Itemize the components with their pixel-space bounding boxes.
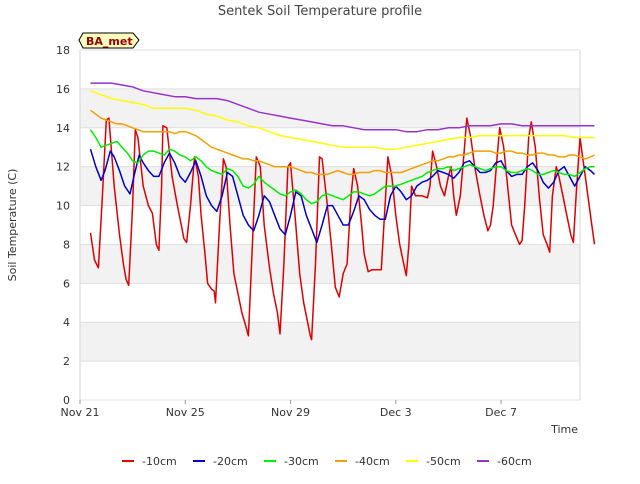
y-tick-label: 0 — [63, 394, 70, 407]
legend-label: -20cm — [213, 455, 248, 468]
legend-item: -40cm — [335, 455, 390, 468]
x-tick-label: Nov 29 — [271, 406, 310, 419]
x-tick-label: Nov 21 — [61, 406, 100, 419]
station-label: BA_met — [86, 35, 133, 48]
legend-label: -40cm — [355, 455, 390, 468]
chart-title: Sentek Soil Temperature profile — [218, 4, 422, 19]
legend-item: -50cm — [406, 455, 461, 468]
legend-item: -10cm — [122, 455, 177, 468]
y-tick-label: 12 — [56, 161, 70, 174]
x-tick-label: Nov 25 — [166, 406, 205, 419]
plot-band — [80, 166, 580, 206]
legend-label: -60cm — [497, 455, 532, 468]
y-tick-label: 18 — [56, 44, 70, 57]
series-line-minus-10cm — [89, 117, 596, 341]
y-tick-label: 16 — [56, 83, 70, 96]
y-tick-labels: 0 2 4 6 8 10 12 14 16 18 — [56, 44, 70, 407]
legend-label: -30cm — [284, 455, 319, 468]
legend-label: -10cm — [142, 455, 177, 468]
series-line-minus-60cm — [90, 82, 595, 133]
series-line-minus-40cm — [90, 109, 595, 176]
legend: -10cm -20cm -30cm -40cm -50cm -60cm — [122, 455, 532, 468]
plot-band — [80, 244, 580, 284]
series-lines — [89, 82, 596, 341]
plot-band — [80, 322, 580, 362]
plot-bands — [80, 88, 580, 362]
x-tick-labels: Nov 21 Nov 25 Nov 29 Dec 3 Dec 7 — [61, 400, 517, 419]
y-tick-label: 6 — [63, 277, 70, 290]
y-tick-label: 8 — [63, 238, 70, 251]
x-axis-label: Time — [550, 423, 578, 436]
y-tick-label: 4 — [63, 316, 70, 329]
y-tick-label: 10 — [56, 200, 70, 213]
y-tick-label: 2 — [63, 355, 70, 368]
legend-item: -30cm — [264, 455, 319, 468]
x-tick-label: Dec 7 — [485, 406, 517, 419]
legend-item: -60cm — [477, 455, 532, 468]
y-tick-label: 14 — [56, 122, 70, 135]
x-tick-label: Dec 3 — [380, 406, 412, 419]
series-line-minus-50cm — [90, 90, 595, 150]
series-line-minus-30cm — [89, 129, 595, 205]
legend-item: -20cm — [193, 455, 248, 468]
station-badge: BA_met — [78, 32, 140, 49]
series-line-minus-20cm — [89, 148, 596, 244]
y-axis-label: Soil Temperature (C) — [6, 169, 19, 282]
legend-label: -50cm — [426, 455, 461, 468]
